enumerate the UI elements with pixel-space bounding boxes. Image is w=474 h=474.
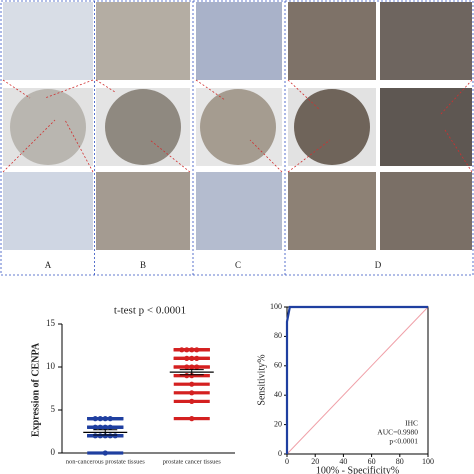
y-axis-label: Expression of CENPA	[30, 342, 41, 437]
data-point-spread	[173, 348, 210, 352]
x-tick-label: prostate cancer tissues	[163, 458, 222, 465]
x-tick-label: 20	[311, 457, 319, 466]
panel-label: D	[375, 260, 382, 270]
data-point-spread	[173, 391, 210, 395]
data-point-spread	[87, 434, 124, 438]
data-point-spread	[173, 382, 210, 386]
x-tick-label: 40	[339, 457, 347, 466]
micrograph	[288, 172, 376, 250]
tissue-core	[200, 89, 276, 165]
zoom-lines	[2, 79, 473, 173]
micrograph	[380, 172, 472, 250]
micrograph	[3, 2, 93, 80]
roc-curve	[285, 305, 428, 454]
data-point-spread	[173, 356, 210, 360]
tissue-core	[105, 89, 181, 165]
x-tick-label: 80	[396, 457, 404, 466]
y-tick-label: 15	[46, 318, 56, 328]
tissue-core	[10, 89, 86, 165]
panel-label: C	[235, 260, 241, 270]
y-tick-label: 10	[46, 361, 56, 371]
error-bar	[179, 369, 204, 376]
micrograph	[3, 172, 93, 250]
annotation: AUC=0.9980	[377, 428, 418, 437]
x-axis-label: 100% - Specificity%	[316, 465, 399, 474]
micrograph	[96, 172, 190, 250]
error-bar	[93, 429, 118, 436]
y-tick-label: 0	[278, 449, 282, 458]
data-point-spread	[87, 425, 124, 429]
panel-borders	[0, 0, 474, 276]
x-tick-label: non-cancerous prostate tissues	[66, 458, 146, 465]
x-tick-label: 0	[285, 457, 289, 466]
annotation: IHC	[405, 419, 418, 428]
chart-title: t-test p < 0.0001	[114, 305, 186, 317]
y-axis-label: Sensitivity%	[256, 354, 267, 405]
micrograph	[96, 2, 190, 80]
data-point-spread	[87, 417, 124, 421]
y-tick-label: 80	[274, 331, 282, 340]
micrograph	[380, 88, 472, 166]
micrograph	[196, 2, 282, 80]
micrograph	[288, 2, 376, 80]
y-tick-label: 60	[274, 361, 282, 370]
y-tick-label: 100	[270, 302, 282, 311]
data-point-spread	[87, 451, 124, 455]
y-tick-label: 20	[274, 419, 282, 428]
y-tick-label: 40	[274, 390, 282, 399]
x-tick-label: 100	[422, 457, 434, 466]
data-point-spread	[173, 399, 210, 403]
tissue-core	[294, 89, 370, 165]
micrograph	[196, 172, 282, 250]
annotation: p<0.0001	[389, 437, 418, 446]
micrograph	[380, 2, 472, 80]
y-tick-label: 5	[51, 404, 56, 414]
data-point-spread	[173, 374, 210, 378]
reference-line	[286, 306, 429, 455]
panel-label: B	[140, 260, 146, 270]
panel-label: A	[45, 260, 52, 270]
data-point-spread	[173, 417, 210, 421]
micrographs	[0, 0, 474, 276]
data-point-spread	[173, 365, 210, 369]
x-tick-label: 60	[368, 457, 376, 466]
y-tick-label: 0	[51, 447, 56, 457]
